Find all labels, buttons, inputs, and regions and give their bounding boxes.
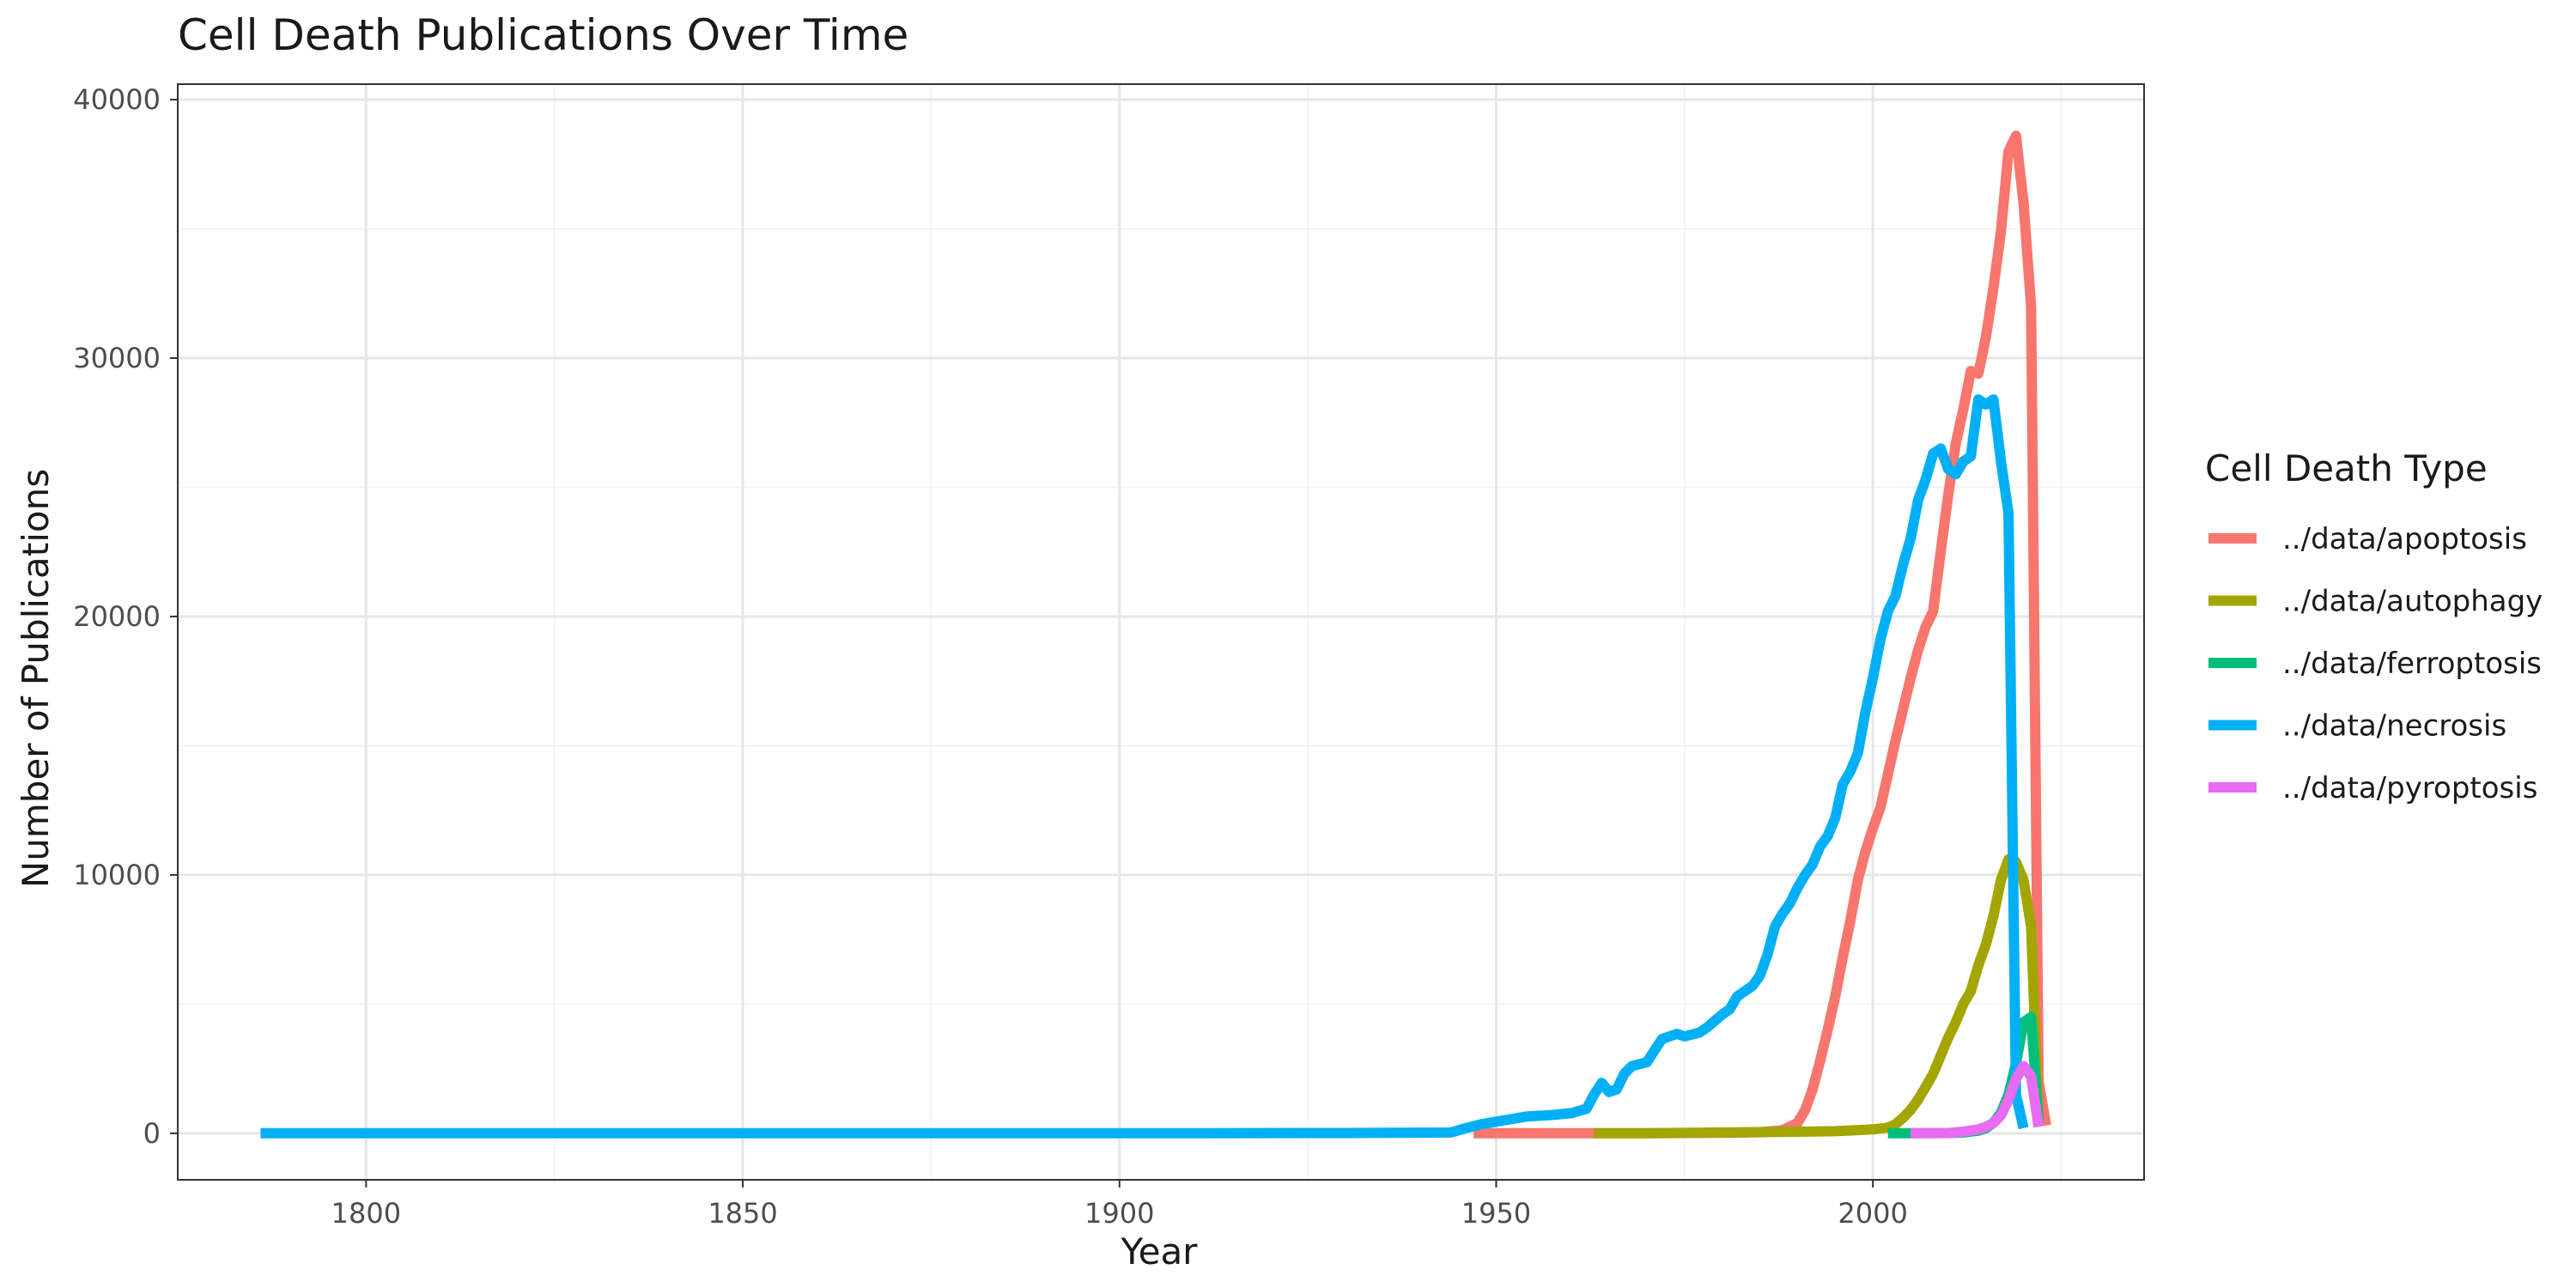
y-tick-label: 40000 — [73, 83, 161, 116]
grid — [178, 84, 2144, 1180]
legend-label-pyroptosis: ../data/pyroptosis — [2282, 771, 2537, 805]
y-tick-label: 0 — [143, 1117, 161, 1150]
x-tick-label: 1950 — [1461, 1197, 1531, 1230]
axis-ticks: 1800 1850 1900 1950 200001000020000300004000… — [73, 83, 1908, 1230]
y-tick-label: 20000 — [73, 600, 161, 633]
legend-label-ferroptosis: ../data/ferroptosis — [2282, 647, 2542, 681]
y-axis-title: Number of Publications — [15, 469, 57, 888]
series-line-pyroptosis — [1910, 1060, 2044, 1139]
series-line-apoptosis — [1473, 131, 2051, 1139]
y-tick-label: 10000 — [73, 859, 161, 891]
chart-title: Cell Death Publications Over Time — [178, 10, 908, 60]
x-tick-label: 1800 — [331, 1197, 401, 1230]
series-line-autophagy — [1594, 854, 2044, 1139]
legend: Cell Death Type ../data/apoptosis ../data… — [2205, 447, 2543, 805]
legend-label-apoptosis: ../data/apoptosis — [2282, 522, 2527, 556]
legend-title: Cell Death Type — [2205, 447, 2488, 489]
plot-panel-border — [177, 83, 2145, 1181]
legend-label-necrosis: ../data/necrosis — [2282, 709, 2506, 744]
x-tick-label: 1850 — [708, 1197, 777, 1230]
series-lines — [260, 131, 2051, 1139]
x-axis-title: Year — [1121, 1230, 1199, 1273]
series-line-necrosis — [260, 394, 2029, 1139]
x-tick-label: 1900 — [1084, 1197, 1154, 1230]
legend-label-autophagy: ../data/autophagy — [2282, 585, 2543, 619]
y-tick-label: 30000 — [73, 342, 161, 374]
x-tick-label: 2000 — [1838, 1197, 1907, 1230]
